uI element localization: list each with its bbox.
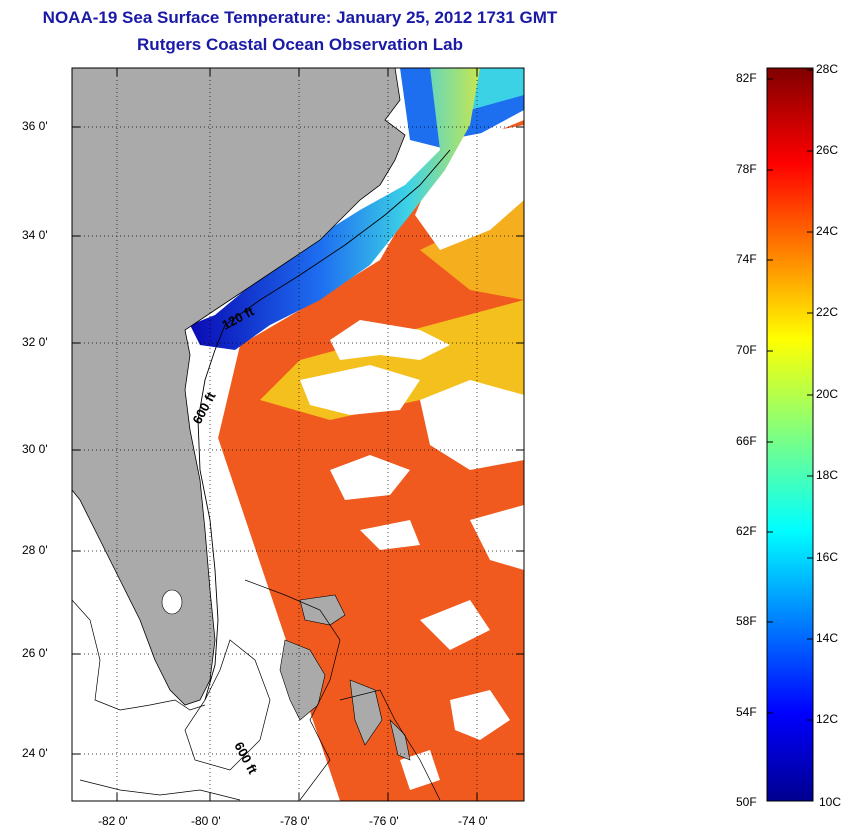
lat-label: 30 0' (22, 442, 48, 456)
colorbar-ticks (767, 69, 813, 721)
colorbar-f-label: 58F (736, 614, 757, 628)
lat-label: 24 0' (22, 746, 48, 760)
colorbar (766, 67, 814, 802)
colorbar-c-label: 14C (816, 631, 839, 645)
colorbar-f-label: 82F (736, 71, 757, 85)
axis-ticks (72, 68, 524, 801)
colorbar-f-label: 54F (736, 705, 757, 719)
colorbar-f-label: 50F (736, 795, 757, 809)
lon-label: -74 0' (458, 814, 488, 828)
colorbar-f-label: 78F (736, 162, 757, 176)
colorbar-f-label: 66F (736, 434, 757, 448)
isobath-120ft (214, 149, 451, 351)
mid-temperature-water (420, 200, 524, 300)
colorbar-c-label: 12C (816, 712, 839, 726)
lon-label: -76 0' (369, 814, 399, 828)
colorbar-f-label: 74F (736, 252, 757, 266)
colorbar-c-label: 10C (819, 795, 842, 809)
lat-label: 34 0' (22, 228, 48, 242)
colorbar-c-label: 16C (816, 550, 839, 564)
colorbar-c-label: 26C (816, 143, 839, 157)
colorbar-c-label: 24C (816, 224, 839, 238)
bahamas-islands (279, 594, 411, 761)
keys-contour (72, 599, 241, 801)
land-mainland (72, 68, 406, 706)
lat-label: 36 0' (22, 119, 48, 133)
map-title: NOAA-19 Sea Surface Temperature: January… (42, 8, 558, 27)
colorbar-c-label: 20C (816, 387, 839, 401)
cold-coastal-water (190, 68, 480, 350)
lake-okeechobee (161, 589, 183, 615)
colorbar-f-label: 62F (736, 524, 757, 538)
lon-label: -80 0' (191, 814, 221, 828)
map-subtitle: Rutgers Coastal Ocean Observation Lab (137, 35, 463, 54)
colorbar-c-label: 18C (816, 468, 839, 482)
lat-label: 28 0' (22, 543, 48, 557)
map-grid (72, 68, 524, 801)
lat-label: 32 0' (22, 335, 48, 349)
bank-contour (184, 579, 441, 801)
colorbar-f-label: 70F (736, 343, 757, 357)
lon-label: -82 0' (98, 814, 128, 828)
clouds (300, 125, 524, 790)
colorbar-c-label: 28C (816, 62, 839, 76)
lon-label: -78 0' (280, 814, 310, 828)
colorbar-c-label: 22C (816, 305, 839, 319)
lat-label: 26 0' (22, 646, 48, 660)
